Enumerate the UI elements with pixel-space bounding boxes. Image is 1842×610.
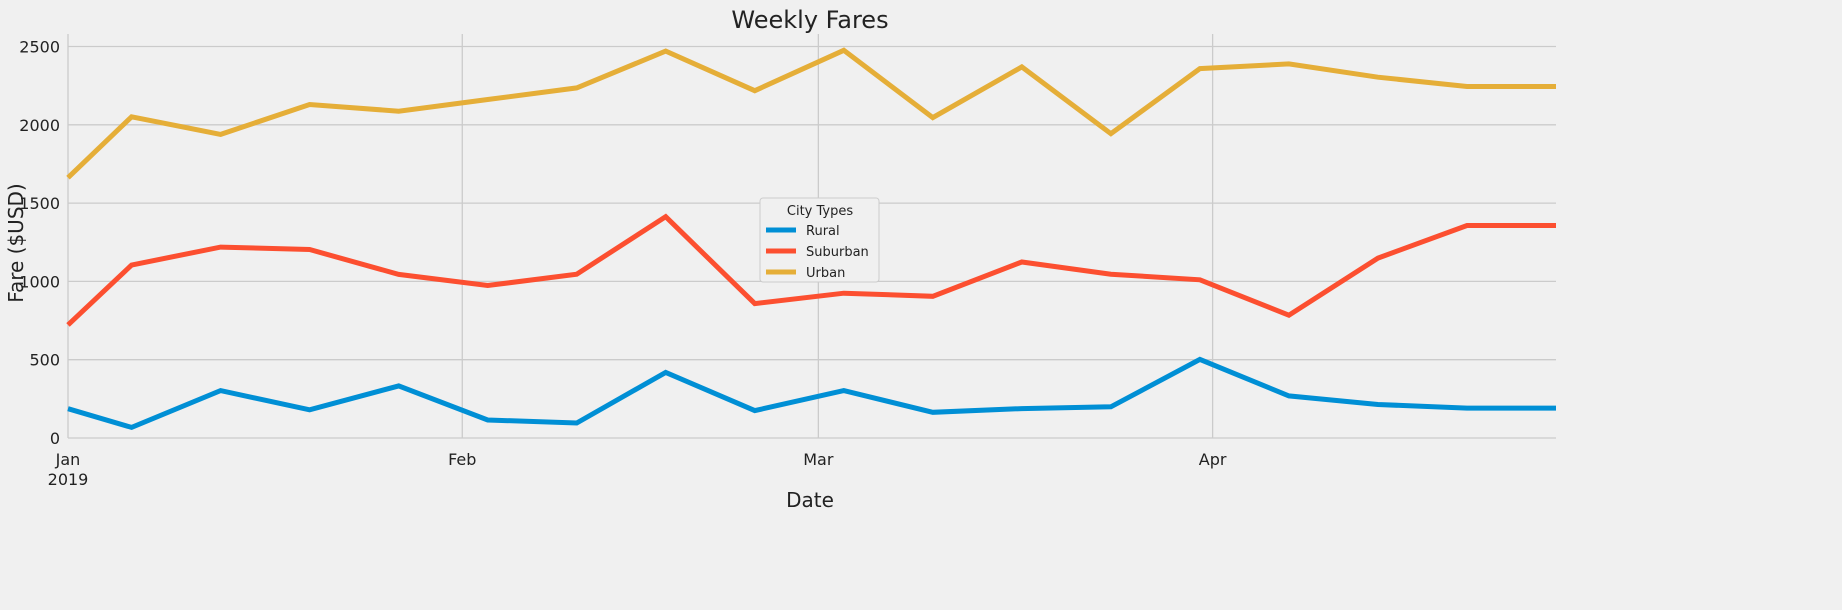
y-tick-label: 1000 (19, 272, 60, 291)
legend: City Types Rural Suburban Urban (759, 197, 880, 283)
legend-title: City Types (787, 204, 853, 219)
x-axis-title: Date (786, 488, 834, 512)
x-tick-label: Mar (803, 450, 834, 469)
legend-label-urban: Urban (806, 266, 845, 281)
legend-label-rural: Rural (806, 224, 840, 239)
x-tick-label: Jan (55, 450, 81, 469)
legend-label-suburban: Suburban (806, 245, 869, 260)
y-tick-label: 0 (50, 429, 60, 448)
series-line-urban (66, 47, 1556, 180)
y-tick-label: 2500 (19, 38, 60, 57)
series-line-suburban (66, 213, 1556, 327)
y-tick-label: 500 (29, 351, 60, 370)
chart-title: Weekly Fares (731, 6, 888, 34)
series-line-rural (67, 356, 1556, 431)
y-tick-label: 1500 (19, 194, 60, 213)
series-layer (66, 47, 1556, 431)
x-tick-sublabel: 2019 (48, 470, 89, 489)
legend-entries: Rural Suburban Urban (766, 224, 869, 281)
x-tick-label: Apr (1199, 450, 1227, 469)
x-tick-label: Feb (448, 450, 476, 469)
y-tick-label: 2000 (19, 116, 60, 135)
y-axis-title: Fare ($USD) (4, 183, 28, 302)
legend-box (759, 197, 880, 283)
